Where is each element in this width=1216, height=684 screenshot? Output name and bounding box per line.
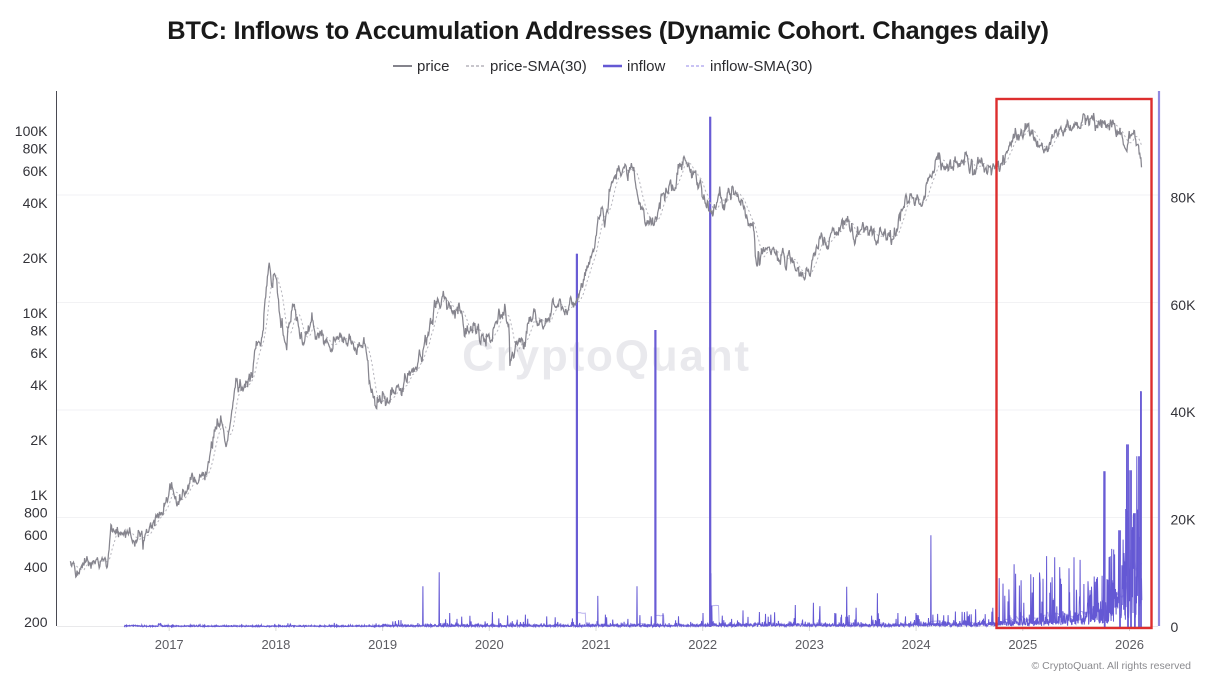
svg-text:100K: 100K xyxy=(15,123,48,139)
svg-text:price: price xyxy=(417,58,450,75)
svg-text:BTC: Inflows to Accumulation A: BTC: Inflows to Accumulation Addresses (… xyxy=(167,17,1048,45)
svg-text:20K: 20K xyxy=(1171,512,1197,528)
svg-text:inflow: inflow xyxy=(627,58,666,75)
svg-text:2026: 2026 xyxy=(1115,637,1144,652)
svg-text:0: 0 xyxy=(1171,619,1179,635)
svg-text:40K: 40K xyxy=(1171,404,1197,420)
svg-text:400: 400 xyxy=(24,559,48,575)
svg-text:© CryptoQuant. All rights rese: © CryptoQuant. All rights reserved xyxy=(1032,660,1192,672)
svg-text:2017: 2017 xyxy=(155,637,184,652)
svg-text:60K: 60K xyxy=(1171,297,1197,313)
svg-text:4K: 4K xyxy=(30,377,48,393)
svg-text:2024: 2024 xyxy=(902,637,931,652)
svg-text:800: 800 xyxy=(24,504,48,520)
svg-text:40K: 40K xyxy=(23,195,49,211)
svg-text:200: 200 xyxy=(24,614,48,630)
svg-text:2025: 2025 xyxy=(1008,637,1037,652)
svg-text:10K: 10K xyxy=(23,305,49,321)
svg-text:600: 600 xyxy=(24,527,48,543)
svg-text:2022: 2022 xyxy=(688,637,717,652)
svg-text:2020: 2020 xyxy=(475,637,504,652)
svg-text:60K: 60K xyxy=(23,163,49,179)
svg-text:8K: 8K xyxy=(30,322,48,338)
svg-text:2K: 2K xyxy=(30,432,48,448)
svg-text:20K: 20K xyxy=(23,250,49,266)
svg-text:80K: 80K xyxy=(23,140,49,156)
svg-text:2023: 2023 xyxy=(795,637,824,652)
svg-text:2018: 2018 xyxy=(261,637,290,652)
svg-text:6K: 6K xyxy=(30,345,48,361)
svg-text:2019: 2019 xyxy=(368,637,397,652)
svg-text:price-SMA(30): price-SMA(30) xyxy=(490,58,587,75)
svg-text:CryptoQuant: CryptoQuant xyxy=(462,332,751,381)
svg-text:inflow-SMA(30): inflow-SMA(30) xyxy=(710,58,813,75)
svg-text:80K: 80K xyxy=(1171,189,1197,205)
svg-text:2021: 2021 xyxy=(582,637,611,652)
svg-text:1K: 1K xyxy=(30,487,48,503)
